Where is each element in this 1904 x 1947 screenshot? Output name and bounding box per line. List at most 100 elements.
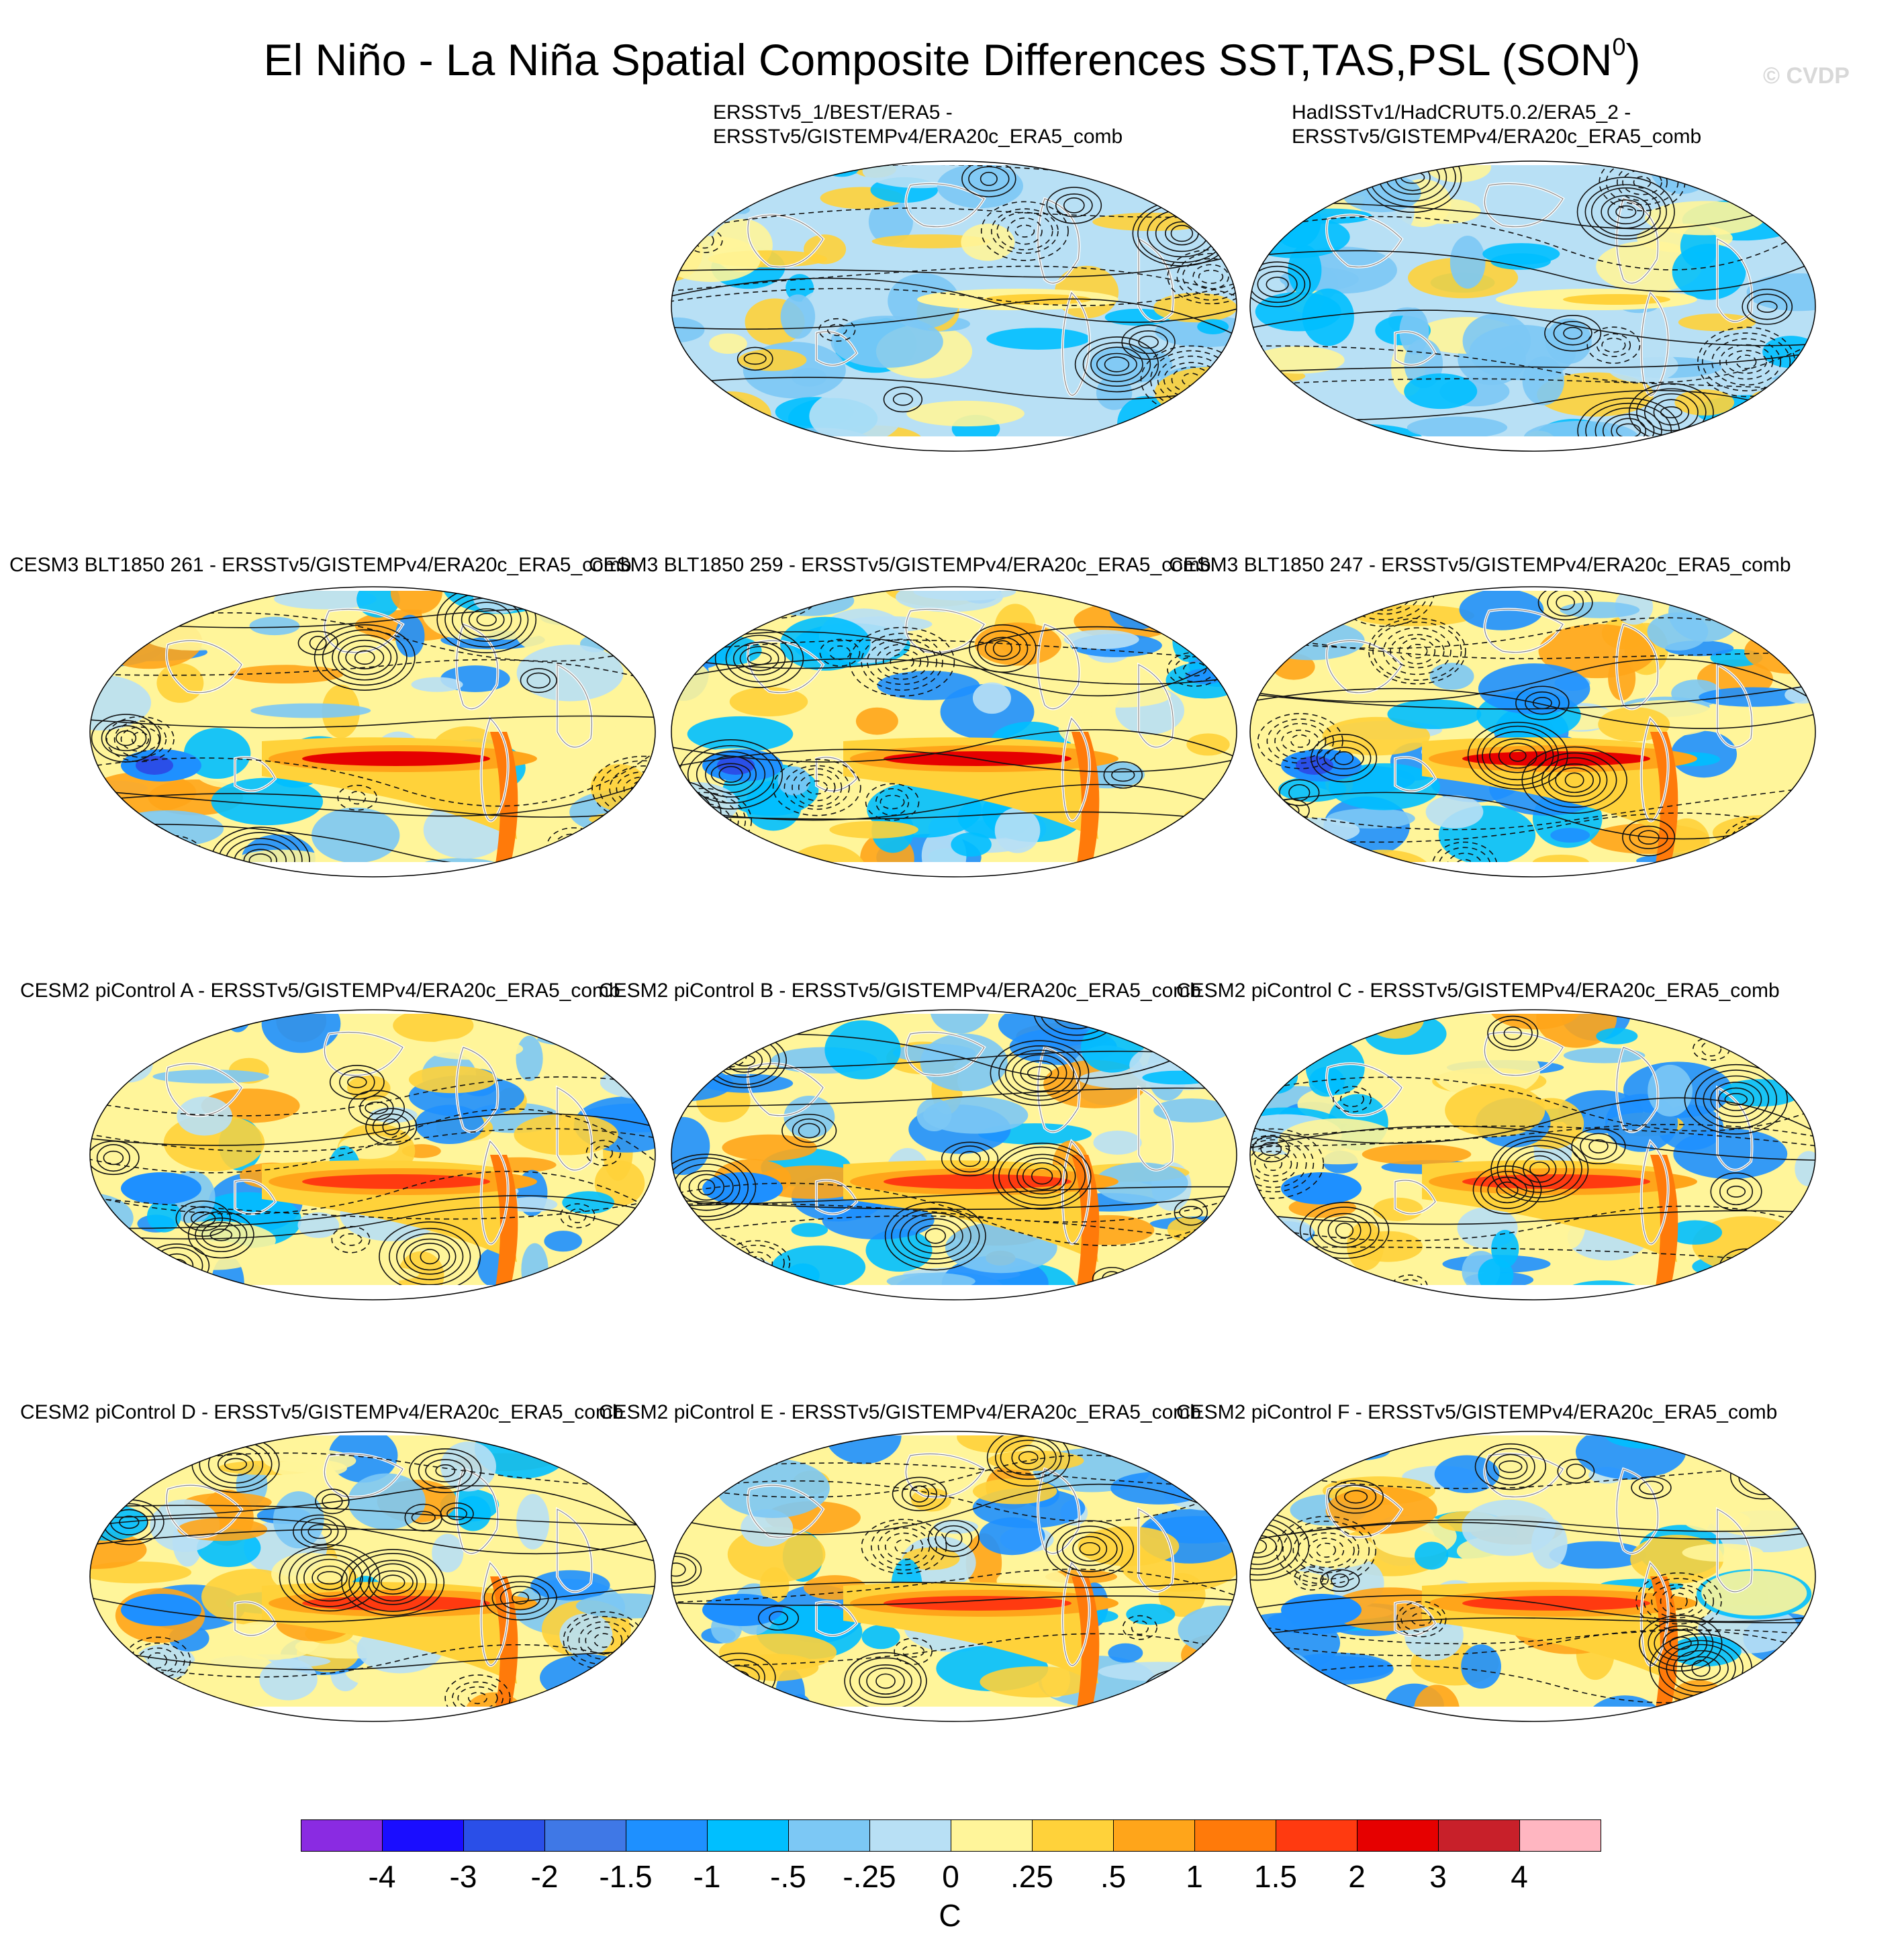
colorbar-tick-label: 4 bbox=[1511, 1859, 1528, 1894]
psl-contour-positive bbox=[420, 1249, 440, 1265]
psl-contour-line bbox=[90, 1170, 655, 1215]
psl-contour-line bbox=[1250, 1125, 1815, 1161]
anomaly-patch bbox=[1761, 1275, 1795, 1300]
psl-contour-line bbox=[671, 729, 1237, 763]
psl-contour-positive bbox=[1327, 1217, 1362, 1245]
psl-contour-positive bbox=[769, 1611, 788, 1625]
psl-contour-positive bbox=[1016, 1157, 1068, 1195]
psl-contour-positive bbox=[1467, 722, 1568, 790]
coastline bbox=[1484, 608, 1564, 653]
psl-contour-positive bbox=[1012, 1054, 1067, 1092]
psl-contour-positive bbox=[1170, 224, 1194, 242]
psl-contour-negative bbox=[1297, 1532, 1355, 1568]
coastline bbox=[816, 331, 857, 366]
psl-contour-negative bbox=[104, 587, 158, 623]
psl-contour-positive bbox=[1588, 1139, 1609, 1153]
coastline bbox=[1641, 291, 1669, 396]
psl-contour-positive bbox=[1622, 818, 1676, 857]
anomaly-patch bbox=[709, 333, 747, 354]
psl-contour-negative bbox=[1376, 587, 1394, 600]
anomaly-patch bbox=[1098, 1662, 1219, 1681]
coastline bbox=[1037, 1047, 1080, 1133]
cold-anomaly bbox=[717, 756, 755, 775]
psl-contour-positive bbox=[725, 634, 794, 683]
psl-contour-positive bbox=[166, 1258, 187, 1273]
anomaly-patch bbox=[824, 1020, 901, 1080]
psl-contour-positive bbox=[1331, 1573, 1349, 1588]
psl-contour-positive bbox=[1496, 1181, 1519, 1198]
coastline bbox=[1394, 1180, 1436, 1215]
psl-contour-negative bbox=[671, 857, 695, 877]
map-cesm2-b bbox=[669, 1007, 1239, 1302]
anomaly-patch bbox=[559, 1613, 613, 1657]
anomaly-patch bbox=[1407, 416, 1508, 439]
psl-contour-positive bbox=[1474, 1443, 1547, 1490]
psl-contour-positive bbox=[1121, 324, 1176, 360]
psl-contour-negative bbox=[1339, 1091, 1364, 1108]
anomaly-patch bbox=[1701, 1570, 1807, 1616]
anomaly-patch bbox=[1106, 587, 1186, 604]
anomaly-patch bbox=[994, 807, 1041, 853]
anomaly-patch bbox=[1752, 851, 1815, 877]
anomaly-patch bbox=[230, 665, 344, 684]
psl-contour-positive bbox=[436, 587, 537, 654]
anomaly-patch bbox=[271, 1459, 347, 1478]
anomaly-patch bbox=[756, 587, 826, 600]
psl-contour-positive bbox=[1225, 1442, 1237, 1458]
anomaly-patch bbox=[588, 840, 649, 877]
psl-contour-positive bbox=[1056, 1525, 1123, 1572]
anomaly-patch bbox=[1362, 1144, 1472, 1165]
arctic-land bbox=[1250, 587, 1815, 591]
psl-contour-negative bbox=[1198, 269, 1224, 284]
psl-contour-positive bbox=[1727, 1255, 1764, 1279]
anomaly-patch bbox=[1126, 1603, 1176, 1625]
anomaly-patch bbox=[1322, 716, 1431, 756]
anomaly-patch bbox=[249, 616, 300, 636]
psl-contour-positive bbox=[1792, 412, 1811, 429]
psl-contour-positive bbox=[587, 592, 623, 618]
psl-contour-positive bbox=[612, 1249, 655, 1296]
psl-contour-negative bbox=[111, 589, 150, 618]
anomaly-patch bbox=[1678, 313, 1756, 332]
anomaly-patch bbox=[1404, 373, 1478, 410]
psl-contour-positive bbox=[1138, 336, 1159, 349]
psl-contour-negative bbox=[120, 726, 160, 752]
psl-contour-positive bbox=[671, 1552, 702, 1587]
anomaly-patch bbox=[687, 716, 794, 752]
psl-contour-negative bbox=[1292, 1527, 1360, 1574]
psl-contour-line bbox=[90, 1485, 655, 1537]
psl-contour-positive bbox=[403, 1238, 457, 1275]
anomaly-patch bbox=[90, 1674, 171, 1721]
psl-contour-positive bbox=[476, 613, 497, 626]
anomaly-patch bbox=[1197, 319, 1229, 334]
psl-contour-positive bbox=[892, 393, 913, 406]
psl-contour-negative bbox=[877, 1527, 931, 1566]
colorbar-box bbox=[382, 1819, 464, 1852]
anomaly-patch bbox=[699, 1707, 818, 1721]
psl-contour-positive bbox=[359, 1095, 394, 1121]
anomaly-patch bbox=[957, 1431, 1035, 1454]
psl-contour-negative bbox=[92, 1030, 112, 1047]
psl-contour-negative bbox=[682, 808, 724, 833]
psl-contour-positive bbox=[577, 587, 632, 622]
psl-contour-positive bbox=[1556, 595, 1575, 610]
psl-contour-negative bbox=[106, 833, 157, 870]
psl-contour-negative bbox=[1152, 1032, 1190, 1058]
colorbar-box bbox=[1194, 1819, 1276, 1852]
colorbar-unit: C bbox=[939, 1898, 961, 1933]
psl-contour-positive bbox=[671, 1556, 697, 1584]
anomaly-patch bbox=[126, 863, 164, 877]
anomaly-patch bbox=[516, 1494, 550, 1550]
anomaly-patch bbox=[1734, 1685, 1805, 1721]
psl-contour-positive bbox=[961, 161, 1016, 197]
anomaly-patch bbox=[1292, 1704, 1339, 1721]
psl-contour-line bbox=[90, 659, 655, 683]
psl-contour-negative bbox=[1268, 1678, 1293, 1693]
psl-contour-positive bbox=[935, 1525, 973, 1552]
psl-contour-negative bbox=[690, 814, 715, 827]
psl-contour-negative bbox=[147, 1652, 168, 1669]
psl-contour-positive bbox=[883, 386, 923, 413]
anomaly-patch bbox=[1781, 1431, 1815, 1452]
psl-contour-positive bbox=[512, 1591, 529, 1605]
arctic-land bbox=[671, 1431, 1237, 1435]
